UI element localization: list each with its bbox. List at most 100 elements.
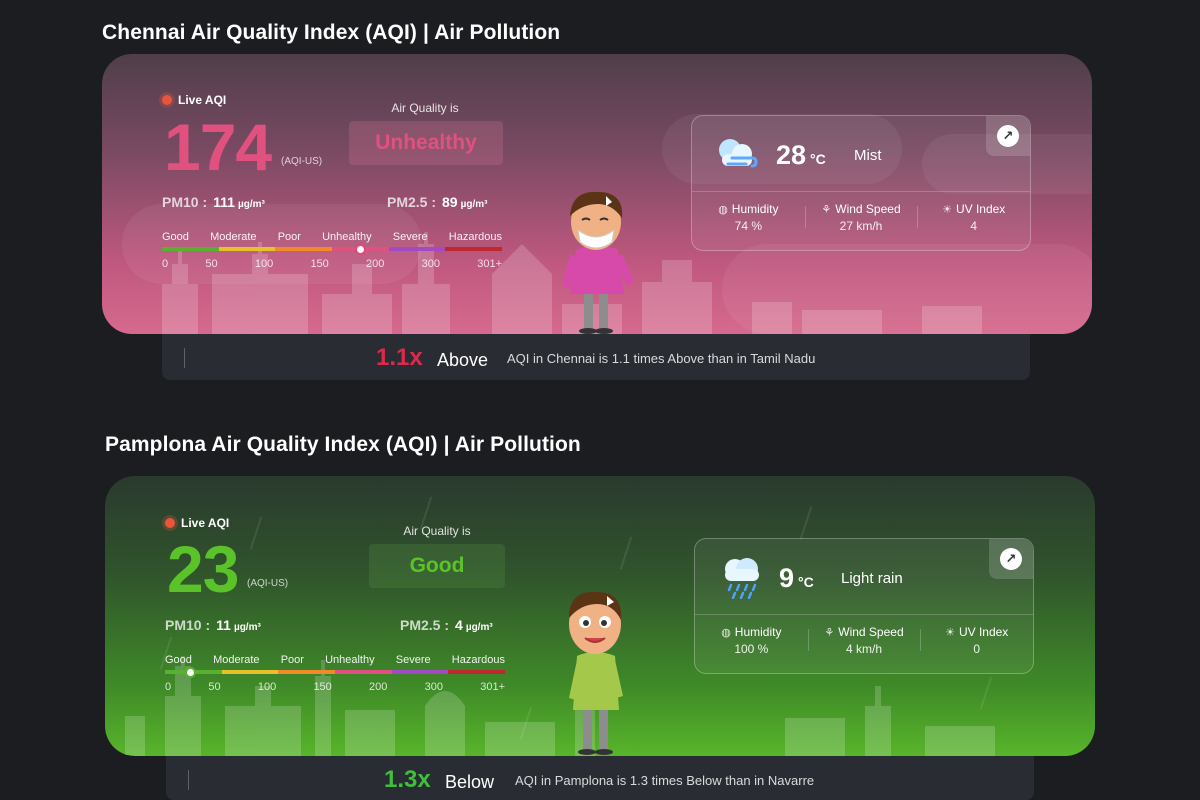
uv-index-label: UV Index <box>955 202 1006 216</box>
live-dot-icon <box>165 518 175 528</box>
scale-label: Severe <box>395 654 431 666</box>
wind-speed-stat: ⚘ Wind Speed 4 km/h <box>807 625 921 656</box>
humidity-stat: ◍ Humidity 100 % <box>695 625 808 656</box>
pm25-unit: µg/m³ <box>465 622 493 633</box>
city-skyline-illustration <box>125 656 995 756</box>
pm10-label: PM10 : <box>165 617 211 633</box>
temperature: 9 °C <box>779 563 814 594</box>
uv-index-value: 0 <box>973 642 981 656</box>
comparison-bar-pamplona: 1.3x Below AQI in Pamplona is 1.3 times … <box>166 756 1034 800</box>
pm10-unit: µg/m³ <box>237 199 265 210</box>
cloud-decoration <box>122 204 422 284</box>
rain-cloud-icon <box>725 558 759 599</box>
pm25-reading: PM2.5 : 4 µg/m³ <box>400 617 493 633</box>
comparison-bar-chennai: 1.1x Above AQI in Chennai is 1.1 times A… <box>162 334 1030 380</box>
aqi-scale: Good Moderate Poor Unhealthy Severe Haza… <box>165 654 506 693</box>
divider <box>184 348 185 368</box>
weather-details-button[interactable]: ↗ <box>986 116 1030 156</box>
masked-kid-illustration <box>562 191 634 334</box>
weather-widget: 28 °C Mist ↗ ◍ Humidity 74 % ⚘ Wind Speed 2… <box>691 115 1031 251</box>
aqi-unit: (AQI-US) <box>281 156 323 167</box>
arrow-up-right-icon: ↗ <box>1000 548 1022 570</box>
aqi-scale-bar <box>162 244 503 255</box>
temperature: 28 °C <box>776 140 826 171</box>
live-aqi-label: Live AQI <box>178 93 227 107</box>
scale-number: 200 <box>366 258 385 270</box>
wind-icon: ⚘ <box>824 627 835 639</box>
temperature-value: 28 <box>776 140 807 170</box>
happy-kid-illustration <box>569 591 623 755</box>
temperature-value: 9 <box>779 563 795 593</box>
air-quality-status: Good <box>369 544 505 588</box>
aqi-scale: Good Moderate Poor Unhealthy Severe Haza… <box>162 231 503 270</box>
scale-label: Moderate <box>210 231 257 243</box>
scale-number: 300 <box>421 258 440 270</box>
weather-condition: Light rain <box>841 570 903 587</box>
humidity-icon: ◍ <box>718 204 728 216</box>
wind-speed-value: 27 km/h <box>839 219 883 233</box>
scale-label: Poor <box>280 654 304 666</box>
aqi-scale-marker <box>355 244 366 255</box>
comparison-description: AQI in Pamplona is 1.3 times Below than … <box>515 773 815 788</box>
humidity-label: Humidity <box>731 202 779 216</box>
scale-number: 50 <box>205 258 218 270</box>
temperature-unit: °C <box>810 151 826 167</box>
scale-label: Good <box>162 231 189 243</box>
scale-label: Moderate <box>213 654 260 666</box>
wind-speed-label: Wind Speed <box>838 625 904 639</box>
scale-number: 0 <box>162 258 169 270</box>
live-aqi-label: Live AQI <box>181 516 230 530</box>
live-aqi-indicator: Live AQI <box>165 516 229 530</box>
live-dot-icon <box>162 95 172 105</box>
uv-index-label: UV Index <box>958 625 1009 639</box>
page-title-pamplona: Pamplona Air Quality Index (AQI) | Air P… <box>105 433 581 456</box>
rain-decoration <box>249 516 263 550</box>
scale-label: Hazardous <box>451 654 505 666</box>
aqi-value: 174 <box>164 110 272 184</box>
aqi-card-chennai: Live AQI 174 (AQI-US) Air Quality is Unh… <box>102 54 1092 334</box>
city-skyline-illustration <box>162 232 982 334</box>
weather-widget: 9 °C Light rain ↗ ◍ Humidity 100 % ⚘ Wind S… <box>694 538 1034 674</box>
pm25-reading: PM2.5 : 89 µg/m³ <box>387 194 487 210</box>
scale-number: 100 <box>257 681 277 693</box>
sun-icon: ☀ <box>945 627 955 639</box>
scale-number: 301+ <box>477 258 502 270</box>
wind-icon: ⚘ <box>821 204 832 216</box>
humidity-icon: ◍ <box>721 627 731 639</box>
aqi-value: 23 <box>167 532 239 606</box>
pm25-unit: µg/m³ <box>460 199 488 210</box>
humidity-value: 100 % <box>734 642 769 656</box>
air-quality-status: Unhealthy <box>349 121 503 165</box>
wind-speed-value: 4 km/h <box>846 642 883 656</box>
scale-number: 150 <box>310 258 329 270</box>
divider <box>188 770 189 790</box>
scale-label: Severe <box>392 231 428 243</box>
pm25-value: 4 <box>455 617 463 633</box>
weather-details-button[interactable]: ↗ <box>989 539 1033 579</box>
aqi-card-pamplona: Live AQI 23 (AQI-US) Air Quality is Good… <box>105 476 1095 756</box>
live-aqi-indicator: Live AQI <box>162 93 226 107</box>
aqi-unit: (AQI-US) <box>247 578 289 589</box>
pm10-reading: PM10 : 111 µg/m³ <box>162 194 265 210</box>
pm10-label: PM10 : <box>162 194 208 210</box>
pm10-value: 11 <box>216 617 231 633</box>
cloud-wind-icon <box>719 139 758 168</box>
scale-label: Hazardous <box>448 231 502 243</box>
scale-number: 100 <box>254 258 274 270</box>
scale-number: 50 <box>208 681 221 693</box>
wind-speed-stat: ⚘ Wind Speed 27 km/h <box>804 202 918 233</box>
pm25-value: 89 <box>442 194 458 210</box>
page-title-chennai: Chennai Air Quality Index (AQI) | Air Po… <box>102 21 561 44</box>
scale-label: Unhealthy <box>325 654 375 666</box>
air-quality-label: Air Quality is <box>391 101 459 115</box>
scale-number: 200 <box>369 681 388 693</box>
scale-number: 0 <box>165 681 172 693</box>
scale-number: 300 <box>424 681 443 693</box>
comparison-times: 1.1x <box>376 344 423 371</box>
air-quality-label: Air Quality is <box>403 524 471 538</box>
scale-number: 301+ <box>480 681 505 693</box>
arrow-up-right-icon: ↗ <box>997 125 1019 147</box>
weather-condition: Mist <box>854 147 882 164</box>
uv-index-stat: ☀ UV Index 0 <box>920 625 1033 656</box>
uv-index-stat: ☀ UV Index 4 <box>917 202 1030 233</box>
